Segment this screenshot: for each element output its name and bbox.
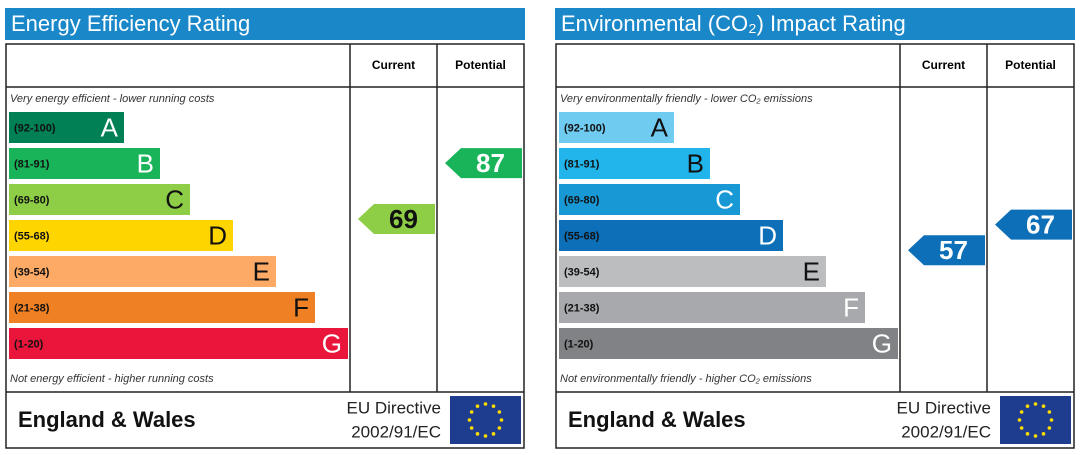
band-range: (55-68) — [564, 230, 600, 242]
band — [559, 112, 674, 143]
flag-star — [1033, 402, 1038, 406]
band-range: (92-100) — [564, 122, 606, 134]
band-range: (92-100) — [14, 122, 56, 134]
rating-arrow — [445, 148, 522, 179]
flag-star — [469, 426, 474, 430]
rating-panel: Environmental (CO₂) Impact Rating Current… — [555, 8, 1075, 449]
top-note: Very energy efficient - lower running co… — [10, 93, 215, 105]
bottom-note: Not energy efficient - higher running co… — [10, 373, 214, 385]
rating-value: 67 — [1026, 209, 1055, 239]
flag-star — [1025, 404, 1030, 408]
band-range: (1-20) — [14, 338, 44, 350]
band — [559, 184, 740, 215]
band-letter: G — [872, 328, 892, 358]
flag-star — [1017, 418, 1022, 422]
flag-star — [499, 418, 504, 422]
band-range: (69-80) — [14, 194, 50, 206]
rating-value: 57 — [939, 235, 968, 265]
band — [559, 220, 783, 251]
directive: EU Directive — [347, 398, 441, 417]
flag-star — [491, 404, 496, 408]
band-letter: F — [843, 292, 859, 322]
flag-star — [1047, 410, 1052, 414]
band — [559, 328, 898, 359]
band-letter: F — [293, 292, 309, 322]
rating-arrow — [995, 209, 1072, 240]
band-range: (39-54) — [14, 266, 50, 278]
frame — [5, 43, 525, 449]
band-range: (81-91) — [564, 158, 600, 170]
panel-title: Energy Efficiency Rating — [11, 11, 250, 36]
directive: EU Directive — [897, 398, 991, 417]
column-header: Current — [922, 58, 965, 72]
region: England & Wales — [568, 407, 746, 432]
flag-star — [469, 410, 474, 414]
flag-star — [483, 434, 488, 438]
rating-panel: Energy Efficiency Rating Current Potential… — [5, 8, 525, 449]
flag-star — [1049, 418, 1054, 422]
band — [9, 292, 315, 323]
band-letter: G — [322, 328, 342, 358]
band-range: (21-38) — [14, 302, 50, 314]
band-letter: A — [101, 112, 119, 142]
band-range: (39-54) — [564, 266, 600, 278]
column-header: Potential — [1005, 58, 1056, 72]
region: England & Wales — [18, 407, 196, 432]
frame — [555, 43, 1075, 449]
band — [559, 256, 826, 287]
flag-star — [1041, 404, 1046, 408]
column-header: Current — [372, 58, 415, 72]
rating-value: 69 — [389, 204, 418, 234]
flag-star — [475, 432, 480, 436]
rating-arrow — [358, 204, 435, 234]
band-range: (69-80) — [564, 194, 600, 206]
band — [9, 148, 160, 179]
flag-star — [475, 404, 480, 408]
flag-star — [491, 432, 496, 436]
title-bar — [5, 8, 525, 40]
flag-star — [483, 402, 488, 406]
band — [9, 256, 276, 287]
rating-value: 87 — [476, 148, 505, 178]
bottom-note: Not environmentally friendly - higher CO… — [560, 373, 812, 385]
band-range: (81-91) — [14, 158, 50, 170]
band — [9, 220, 233, 251]
band-letter: C — [715, 184, 734, 214]
band-letter: E — [803, 256, 820, 286]
directive-code: 2002/91/EC — [901, 422, 991, 441]
rating-arrow — [908, 235, 985, 266]
band — [9, 112, 124, 143]
band-letter: A — [651, 112, 669, 142]
band — [559, 148, 710, 179]
flag-star — [1047, 426, 1052, 430]
band-range: (1-20) — [564, 338, 594, 350]
directive-code: 2002/91/EC — [351, 422, 441, 441]
flag-star — [1019, 426, 1024, 430]
band-letter: B — [687, 148, 704, 178]
band-letter: E — [253, 256, 270, 286]
band-letter: B — [137, 148, 154, 178]
flag-star — [1025, 432, 1030, 436]
column-header: Potential — [455, 58, 506, 72]
flag-star — [467, 418, 472, 422]
flag-star — [1033, 434, 1038, 438]
top-note: Very environmentally friendly - lower CO… — [560, 93, 813, 105]
band-letter: C — [165, 184, 184, 214]
band-letter: D — [208, 220, 227, 250]
flag-star — [1041, 432, 1046, 436]
flag-star — [1019, 410, 1024, 414]
band-range: (21-38) — [564, 302, 600, 314]
band — [559, 292, 865, 323]
flag-star — [497, 410, 502, 414]
band-range: (55-68) — [14, 230, 50, 242]
title-bar — [555, 8, 1075, 40]
panel-title: Environmental (CO₂) Impact Rating — [561, 11, 906, 36]
band-letter: D — [758, 220, 777, 250]
band — [9, 184, 190, 215]
band — [9, 328, 348, 359]
flag-star — [497, 426, 502, 430]
